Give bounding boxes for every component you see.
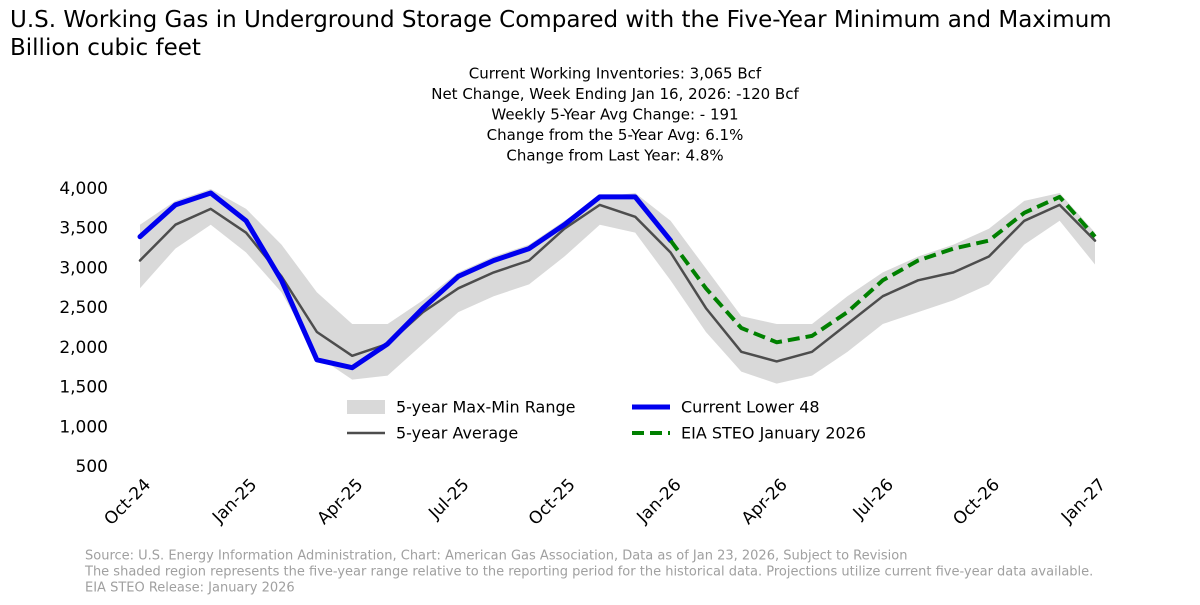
source-note: The shaded region represents the five-ye… bbox=[84, 565, 1093, 580]
chart-title: U.S. Working Gas in Underground Storage … bbox=[10, 7, 1112, 33]
legend-label: 5-year Max-Min Range bbox=[396, 398, 576, 417]
annotation: Weekly 5-Year Avg Change: - 191 bbox=[491, 106, 738, 124]
annotation: Current Working Inventories: 3,065 Bcf bbox=[469, 65, 762, 83]
source-note: EIA STEO Release: January 2026 bbox=[85, 581, 295, 596]
x-tick-label: Oct-26 bbox=[949, 475, 1004, 530]
y-tick-label: 2,000 bbox=[59, 338, 108, 358]
legend-label: Current Lower 48 bbox=[681, 398, 820, 417]
y-tick-label: 4,000 bbox=[59, 179, 108, 199]
series-line bbox=[137, 190, 674, 371]
annotation: Change from the 5-Year Avg: 6.1% bbox=[487, 126, 744, 144]
x-tick-label: Oct-25 bbox=[525, 475, 580, 530]
series-line bbox=[668, 194, 1097, 345]
legend-label: 5-year Average bbox=[396, 424, 518, 443]
x-tick-label: Jul-26 bbox=[849, 475, 898, 524]
source-note: Source: U.S. Energy Information Administ… bbox=[85, 549, 908, 564]
chart-subtitle: Billion cubic feet bbox=[10, 35, 201, 61]
y-tick-label: 500 bbox=[76, 457, 108, 477]
x-tick-label: Jan-26 bbox=[633, 475, 686, 528]
y-tick-label: 2,500 bbox=[59, 298, 108, 318]
annotation: Change from Last Year: 4.8% bbox=[506, 147, 723, 165]
x-tick-label: Apr-25 bbox=[313, 475, 367, 529]
y-tick-label: 3,000 bbox=[59, 258, 108, 278]
annotation: Net Change, Week Ending Jan 16, 2026: -1… bbox=[431, 85, 799, 103]
legend-swatch bbox=[347, 400, 385, 414]
y-tick-label: 3,500 bbox=[59, 219, 108, 239]
x-tick-label: Jan-27 bbox=[1057, 475, 1110, 528]
y-tick-label: 1,500 bbox=[59, 378, 108, 398]
x-tick-label: Jan-25 bbox=[208, 475, 261, 528]
x-tick-label: Oct-24 bbox=[101, 475, 156, 530]
legend-label: EIA STEO January 2026 bbox=[681, 424, 866, 443]
y-tick-label: 1,000 bbox=[59, 417, 108, 437]
x-tick-label: Jul-25 bbox=[424, 475, 473, 524]
x-tick-label: Apr-26 bbox=[738, 475, 792, 529]
series-line bbox=[138, 203, 1097, 363]
range-band bbox=[140, 189, 1095, 384]
